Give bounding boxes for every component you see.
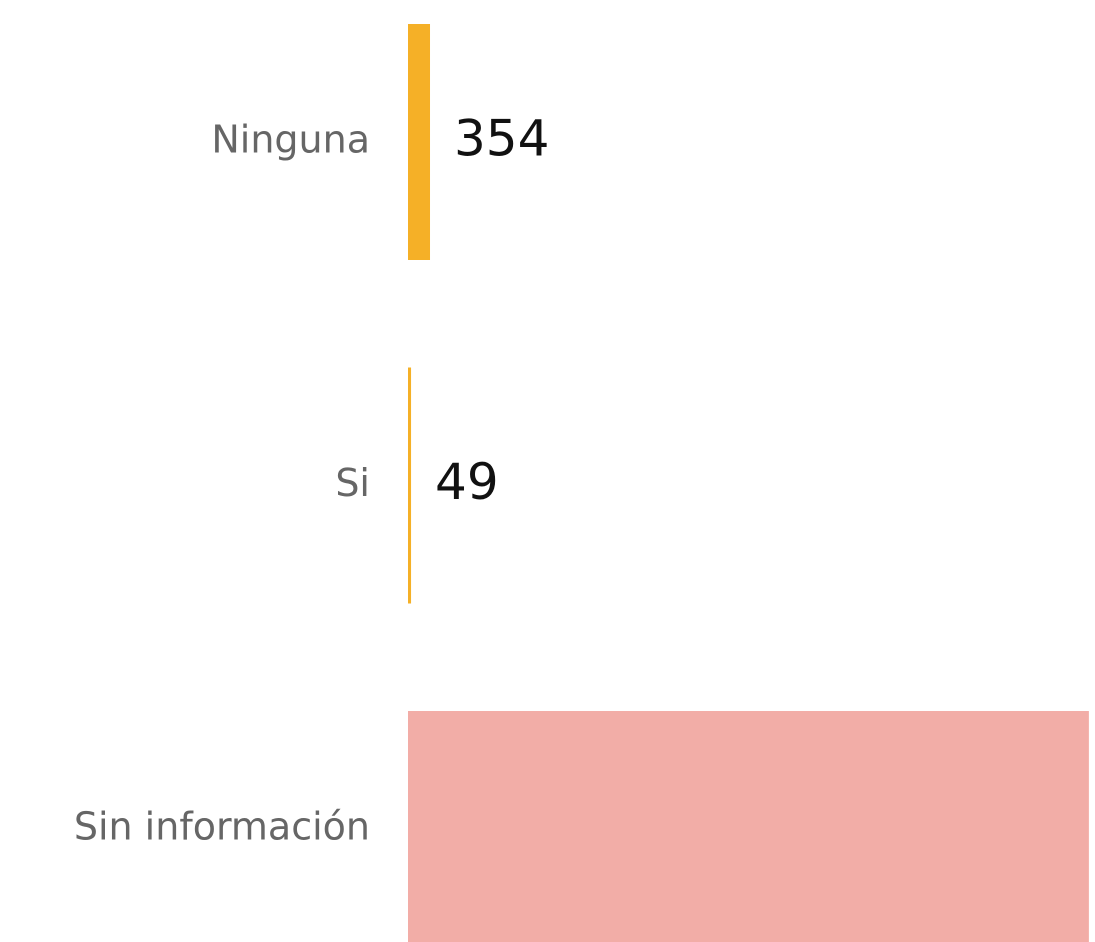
category-label: Ninguna: [211, 118, 370, 162]
value-label: 49: [435, 453, 499, 511]
bar: [408, 711, 1089, 942]
value-label: 354: [454, 110, 549, 168]
category-label: Si: [335, 461, 370, 505]
bar: [408, 367, 412, 604]
category-label: Sin información: [74, 805, 370, 849]
bar: [408, 24, 431, 260]
